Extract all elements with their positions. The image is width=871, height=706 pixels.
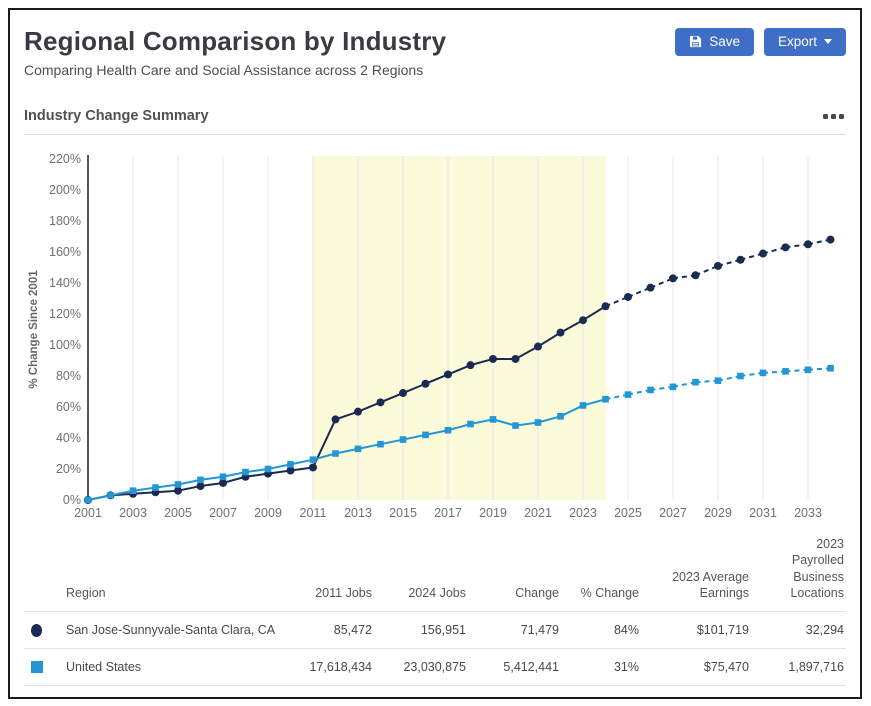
chart-svg: 0% 20% 40% 60% 80% 100% 120% 140% 160% 180% 200% 22… <box>28 152 835 520</box>
svg-text:2013: 2013 <box>344 506 372 520</box>
region-cell: San Jose-Sunnyvale-Santa Clara, CA <box>66 623 276 637</box>
svg-text:2011: 2011 <box>300 506 327 520</box>
pct-change-cell: 84% <box>613 623 639 637</box>
jobs-2024-cell: 23,030,875 <box>403 660 466 674</box>
row-marker-cell <box>24 612 64 649</box>
svg-text:2017: 2017 <box>434 506 462 520</box>
app-window: Regional Comparison by Industry Comparin… <box>8 8 862 699</box>
highlight-band <box>313 156 606 500</box>
y-axis-title: % Change Since 2001 <box>28 270 40 389</box>
ellipsis-icon <box>823 113 828 119</box>
svg-text:80%: 80% <box>56 369 81 383</box>
caret-down-icon <box>824 39 832 45</box>
ellipsis-icon <box>839 113 844 119</box>
series-0 <box>84 235 835 504</box>
jobs-2024-cell: 156,951 <box>420 623 466 637</box>
column-header-pct-change: % Change <box>580 585 639 600</box>
svg-text:0%: 0% <box>63 493 81 507</box>
svg-text:180%: 180% <box>49 214 81 228</box>
svg-text:2001: 2001 <box>74 506 102 520</box>
ellipsis-icon <box>831 113 836 119</box>
save-button-label: Save <box>709 34 740 49</box>
jobs-2011-cell: 17,618,434 <box>309 660 372 674</box>
more-options-button[interactable] <box>821 110 846 123</box>
column-header-payrolled-locations: 2023 Payrolled Business Locations <box>790 537 844 600</box>
svg-text:2025: 2025 <box>614 506 642 520</box>
column-header-change: Change <box>515 585 559 600</box>
page-title: Regional Comparison by Industry <box>24 26 447 56</box>
page-subtitle: Comparing Health Care and Social Assista… <box>24 62 424 78</box>
table-header-row: Region 2011 Jobs 2024 Jobs Change % Chan… <box>24 530 846 612</box>
svg-text:2009: 2009 <box>254 506 282 520</box>
svg-text:2033: 2033 <box>794 506 822 520</box>
payrolled-locations-cell: 32,294 <box>805 623 844 637</box>
jobs-2011-cell: 85,472 <box>333 623 372 637</box>
svg-text:200%: 200% <box>49 183 81 197</box>
section-bar: Industry Change Summary <box>24 108 846 124</box>
svg-text:2023: 2023 <box>569 506 597 520</box>
svg-text:100%: 100% <box>49 338 81 352</box>
section-title: Industry Change Summary <box>24 108 209 124</box>
svg-text:160%: 160% <box>49 245 81 259</box>
svg-text:40%: 40% <box>56 431 81 445</box>
svg-text:2029: 2029 <box>704 506 732 520</box>
svg-text:2027: 2027 <box>659 506 687 520</box>
column-header-2024-jobs: 2024 Jobs <box>408 585 466 600</box>
column-header-marker <box>24 530 64 612</box>
section-divider <box>24 134 846 135</box>
change-cell: 71,479 <box>520 623 559 637</box>
table-row: San Jose-Sunnyvale-Santa Clara, CA 85,47… <box>24 611 846 649</box>
svg-text:2031: 2031 <box>749 506 777 520</box>
change-cell: 5,412,441 <box>503 660 559 674</box>
series-marker-square-icon <box>31 661 43 673</box>
series-1 <box>84 364 834 504</box>
svg-text:60%: 60% <box>56 400 81 414</box>
floppy-disk-icon <box>689 35 702 48</box>
svg-text:2005: 2005 <box>164 506 192 520</box>
region-cell: United States <box>66 660 142 674</box>
page-header: Regional Comparison by Industry Comparin… <box>24 26 846 78</box>
export-button-label: Export <box>777 34 817 49</box>
svg-text:2019: 2019 <box>479 506 507 520</box>
export-button[interactable]: Export <box>763 28 846 56</box>
svg-text:2021: 2021 <box>524 506 552 520</box>
avg-earnings-cell: $101,719 <box>696 623 749 637</box>
svg-text:2007: 2007 <box>209 506 237 520</box>
column-header-avg-earnings: 2023 Average Earnings <box>672 569 749 600</box>
svg-text:20%: 20% <box>56 462 81 476</box>
summary-table: Region 2011 Jobs 2024 Jobs Change % Chan… <box>24 530 846 686</box>
row-marker-cell <box>24 649 64 686</box>
payrolled-locations-cell: 1,897,716 <box>788 660 844 674</box>
column-header-region: Region <box>66 585 106 600</box>
column-header-2011-jobs: 2011 Jobs <box>315 585 372 600</box>
svg-text:2015: 2015 <box>389 506 417 520</box>
table-row: United States 17,618,434 23,030,875 5,41… <box>24 648 846 686</box>
svg-text:220%: 220% <box>49 152 81 166</box>
header-actions: Save Export <box>675 28 846 56</box>
svg-text:140%: 140% <box>49 276 81 290</box>
header-text: Regional Comparison by Industry Comparin… <box>24 26 446 78</box>
industry-change-chart: 0% 20% 40% 60% 80% 100% 120% 140% 160% 180% 200% 22… <box>24 141 846 528</box>
series-marker-circle-icon <box>31 623 42 637</box>
pct-change-cell: 31% <box>613 660 639 674</box>
avg-earnings-cell: $75,470 <box>703 660 749 674</box>
save-button[interactable]: Save <box>675 28 754 56</box>
svg-text:2003: 2003 <box>119 506 147 520</box>
svg-text:120%: 120% <box>49 307 81 321</box>
